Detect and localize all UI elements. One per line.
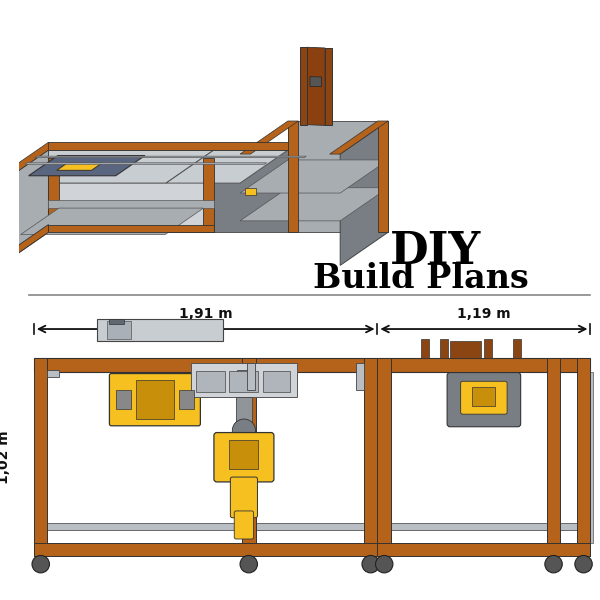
Bar [450, 341, 481, 358]
Polygon shape [35, 156, 306, 158]
FancyBboxPatch shape [461, 381, 507, 414]
Circle shape [362, 556, 379, 573]
Polygon shape [203, 158, 214, 232]
Polygon shape [330, 121, 388, 154]
Polygon shape [288, 121, 298, 232]
Text: 1,02 m: 1,02 m [0, 430, 11, 484]
FancyBboxPatch shape [230, 477, 257, 518]
Bar [356, 363, 364, 390]
Polygon shape [307, 47, 325, 125]
Polygon shape [377, 121, 388, 232]
Bar [34, 523, 377, 530]
Bar [34, 358, 47, 556]
Polygon shape [340, 121, 388, 265]
Circle shape [240, 556, 257, 573]
Circle shape [545, 556, 562, 573]
Circle shape [575, 556, 592, 573]
Text: 1,19 m: 1,19 m [457, 307, 511, 321]
Bar [191, 363, 297, 397]
Polygon shape [1, 224, 49, 265]
FancyBboxPatch shape [447, 373, 521, 427]
FancyBboxPatch shape [109, 374, 200, 426]
Polygon shape [20, 208, 203, 235]
Bar [97, 319, 223, 341]
Bar [247, 363, 254, 390]
Bar [377, 543, 590, 556]
Bar [237, 370, 249, 377]
Circle shape [376, 556, 393, 573]
Polygon shape [245, 188, 256, 196]
Bar [34, 358, 377, 371]
Bar [229, 371, 259, 392]
Circle shape [32, 556, 49, 573]
Bar [116, 390, 131, 409]
Polygon shape [325, 48, 332, 125]
Bar [577, 358, 590, 556]
Bar [364, 358, 377, 556]
Polygon shape [240, 121, 298, 154]
Polygon shape [300, 47, 307, 125]
Polygon shape [1, 142, 49, 183]
Bar [136, 380, 174, 419]
Bar [377, 523, 590, 530]
Polygon shape [49, 142, 288, 150]
Polygon shape [49, 150, 214, 232]
Polygon shape [49, 158, 59, 232]
Polygon shape [310, 77, 322, 86]
Bar [47, 370, 59, 377]
FancyBboxPatch shape [234, 511, 254, 539]
Bar [377, 358, 391, 556]
Bar [421, 339, 429, 358]
Bar [484, 339, 491, 358]
Polygon shape [25, 163, 266, 164]
Polygon shape [1, 150, 49, 265]
FancyBboxPatch shape [214, 433, 274, 482]
Text: DIY: DIY [390, 230, 481, 273]
Polygon shape [240, 160, 388, 193]
Polygon shape [1, 150, 214, 183]
Bar [374, 371, 379, 543]
Bar [229, 440, 259, 469]
Bar [236, 397, 251, 431]
Bar [242, 358, 256, 556]
Polygon shape [49, 200, 214, 208]
Bar [377, 358, 590, 371]
Bar [547, 358, 560, 556]
Polygon shape [49, 224, 214, 232]
Polygon shape [214, 150, 288, 232]
Polygon shape [166, 150, 288, 183]
Bar [472, 387, 496, 406]
Polygon shape [29, 155, 145, 176]
Bar [109, 319, 124, 324]
Bar [196, 371, 224, 392]
Bar [589, 371, 593, 543]
Circle shape [232, 419, 256, 442]
Bar [179, 390, 194, 409]
Polygon shape [240, 188, 388, 221]
Text: Build Plans: Build Plans [313, 262, 529, 295]
Bar [34, 543, 377, 556]
Bar [107, 321, 131, 339]
Polygon shape [56, 163, 102, 170]
Polygon shape [288, 121, 388, 232]
Text: 1,91 m: 1,91 m [179, 307, 233, 321]
Bar [440, 339, 448, 358]
Bar [513, 339, 521, 358]
Bar [263, 371, 290, 392]
